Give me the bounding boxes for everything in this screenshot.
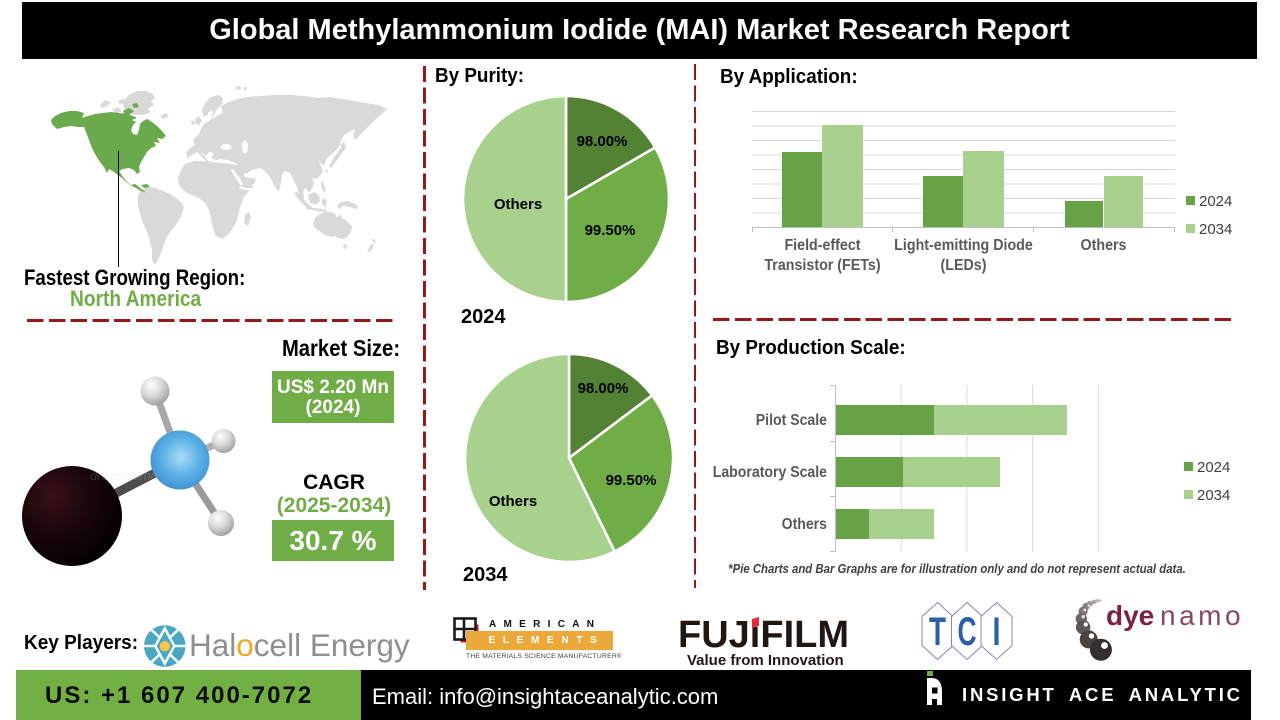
svg-text:99.50%: 99.50%: [585, 222, 636, 239]
svg-text:FUJıFILM: FUJıFILM: [678, 614, 849, 650]
svg-text:I: I: [993, 610, 1001, 654]
svg-text:99.50%: 99.50%: [606, 472, 657, 489]
svg-text:dreamstime: dreamstime: [90, 468, 158, 483]
svg-text:Others: Others: [489, 493, 537, 510]
svg-text:98.00%: 98.00%: [577, 133, 628, 150]
svg-text:C: C: [958, 610, 977, 654]
svg-text:T: T: [929, 610, 946, 654]
svg-text:Others: Others: [494, 196, 542, 213]
svg-text:98.00%: 98.00%: [578, 380, 629, 397]
